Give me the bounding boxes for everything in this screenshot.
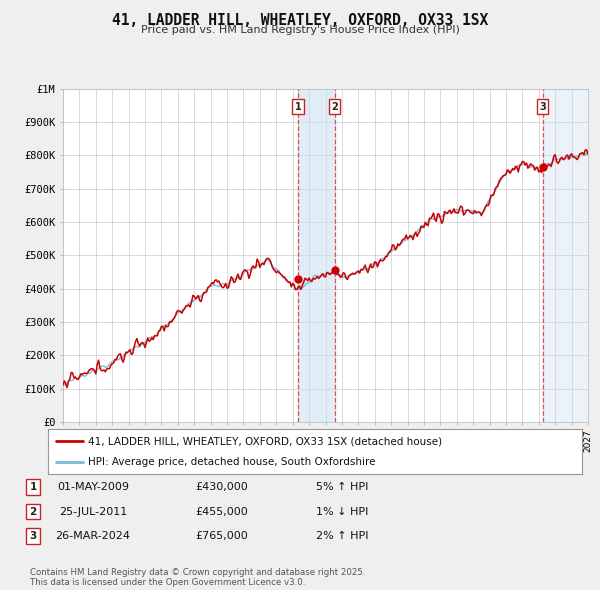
Bar (542, 88, 588, 422)
Text: 3: 3 (539, 102, 546, 112)
Bar (298, 88, 335, 422)
Text: 01-MAY-2009: 01-MAY-2009 (57, 482, 129, 491)
Text: 26-MAR-2024: 26-MAR-2024 (56, 532, 131, 541)
Text: 5% ↑ HPI: 5% ↑ HPI (316, 482, 368, 491)
Text: £455,000: £455,000 (196, 507, 248, 516)
Text: 1% ↓ HPI: 1% ↓ HPI (316, 507, 368, 516)
Text: 3: 3 (29, 532, 37, 541)
Text: HPI: Average price, detached house, South Oxfordshire: HPI: Average price, detached house, Sout… (88, 457, 376, 467)
Text: 2: 2 (331, 102, 338, 112)
Text: £430,000: £430,000 (196, 482, 248, 491)
Text: 2: 2 (29, 507, 37, 516)
Text: 25-JUL-2011: 25-JUL-2011 (59, 507, 127, 516)
Text: 41, LADDER HILL, WHEATLEY, OXFORD, OX33 1SX (detached house): 41, LADDER HILL, WHEATLEY, OXFORD, OX33 … (88, 436, 442, 446)
Text: £765,000: £765,000 (196, 532, 248, 541)
Text: Contains HM Land Registry data © Crown copyright and database right 2025.
This d: Contains HM Land Registry data © Crown c… (30, 568, 365, 587)
Text: Price paid vs. HM Land Registry's House Price Index (HPI): Price paid vs. HM Land Registry's House … (140, 25, 460, 35)
Text: 2% ↑ HPI: 2% ↑ HPI (316, 532, 368, 541)
Text: 1: 1 (29, 482, 37, 491)
Text: 41, LADDER HILL, WHEATLEY, OXFORD, OX33 1SX: 41, LADDER HILL, WHEATLEY, OXFORD, OX33 … (112, 13, 488, 28)
Text: 1: 1 (295, 102, 301, 112)
